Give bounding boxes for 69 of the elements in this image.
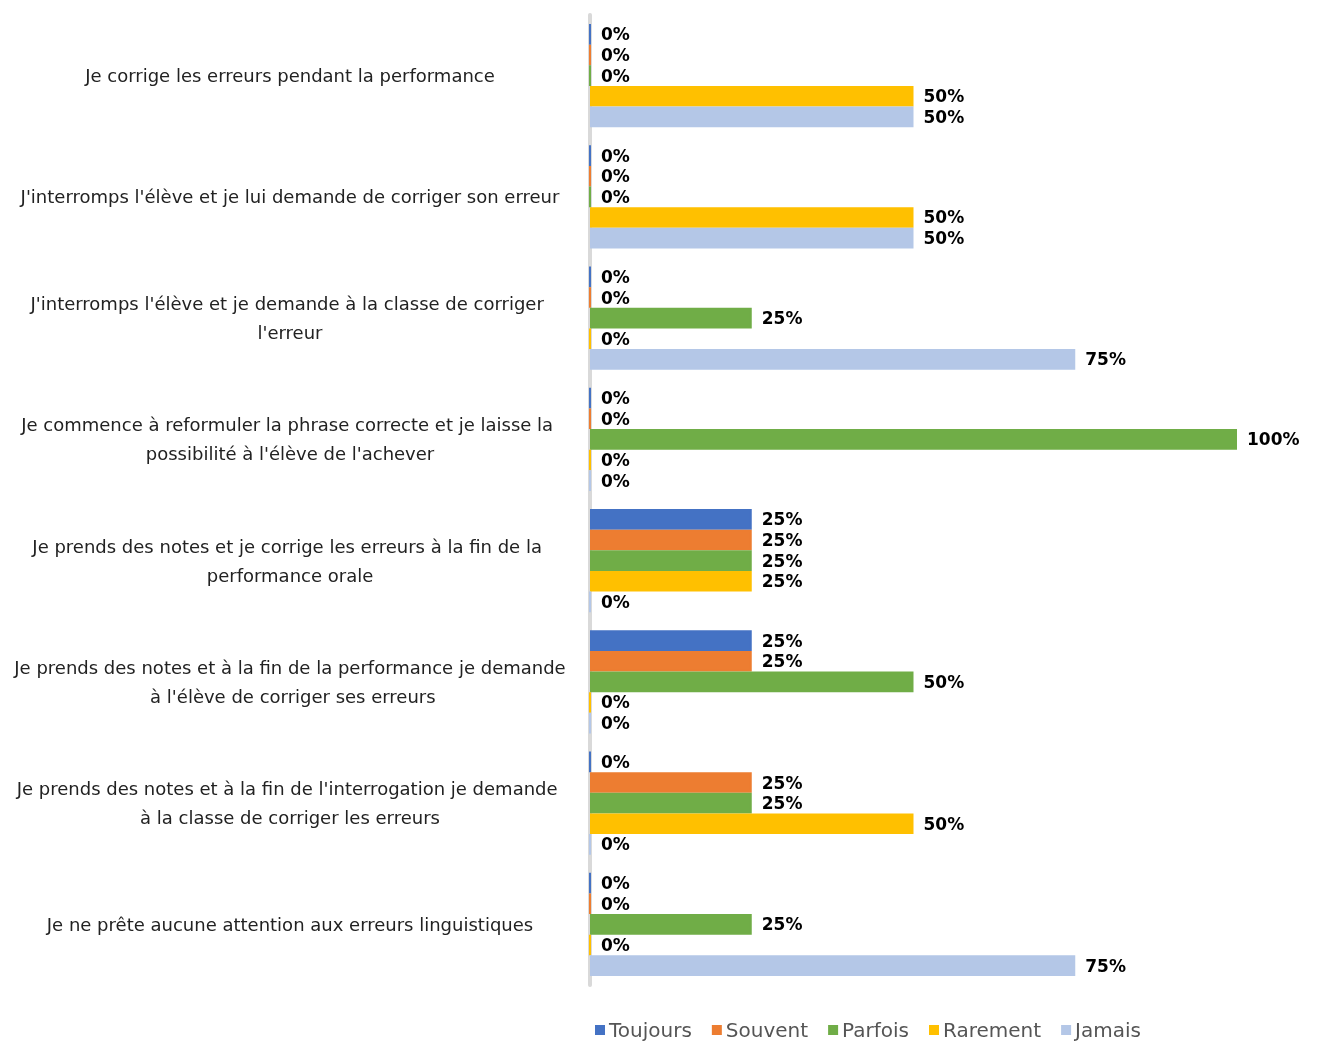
data-label: 0% bbox=[601, 145, 630, 166]
data-label: 25% bbox=[761, 772, 803, 793]
data-label: 0% bbox=[601, 65, 630, 86]
bar bbox=[590, 429, 1237, 450]
data-label: 0% bbox=[601, 470, 630, 491]
data-label: 0% bbox=[601, 449, 630, 470]
data-label: 0% bbox=[601, 408, 630, 429]
data-label: 50% bbox=[923, 207, 965, 228]
data-label: 25% bbox=[761, 630, 803, 651]
bar bbox=[590, 792, 752, 814]
y-tick-label: Je commence à reformuler la phrase correcte et je laisse la possibilité à l'élève de l'achever bbox=[20, 414, 559, 465]
bar bbox=[590, 955, 1076, 976]
data-label: 0% bbox=[601, 166, 630, 187]
data-label: 0% bbox=[601, 186, 630, 207]
y-tick-label: Je prends des notes et à la fin de la performance je demande à l'élève de corriger ses erreurs bbox=[13, 656, 566, 707]
bar bbox=[590, 529, 752, 551]
bar bbox=[590, 106, 914, 128]
data-label: 0% bbox=[601, 893, 630, 914]
bar bbox=[590, 650, 752, 672]
data-label: 50% bbox=[923, 106, 965, 127]
legend-label: Parfois bbox=[842, 1018, 910, 1042]
data-label: 0% bbox=[601, 266, 630, 287]
data-label: 0% bbox=[601, 591, 630, 612]
bar bbox=[590, 349, 1076, 370]
data-label: 25% bbox=[761, 550, 803, 571]
data-label: 0% bbox=[601, 713, 630, 734]
bar bbox=[590, 813, 914, 835]
data-label: 0% bbox=[601, 287, 630, 308]
data-label: 0% bbox=[601, 45, 630, 66]
bar bbox=[590, 914, 752, 935]
data-label: 25% bbox=[761, 571, 803, 592]
legend-label: Jamais bbox=[1073, 1018, 1141, 1042]
data-label: 25% bbox=[761, 530, 803, 551]
data-label: 0% bbox=[601, 934, 630, 955]
data-label: 0% bbox=[601, 873, 630, 894]
y-tick-label: Je corrige les erreurs pendant la performance bbox=[84, 65, 495, 87]
data-label: 25% bbox=[761, 914, 803, 935]
data-label: 25% bbox=[761, 509, 803, 530]
bar bbox=[590, 85, 914, 107]
data-label: 50% bbox=[923, 228, 965, 249]
data-label: 25% bbox=[761, 793, 803, 814]
legend-label: Toujours bbox=[608, 1018, 692, 1042]
data-label: 50% bbox=[923, 671, 965, 692]
data-label: 25% bbox=[761, 308, 803, 329]
data-label: 0% bbox=[601, 692, 630, 713]
data-label: 0% bbox=[601, 834, 630, 855]
data-label: 50% bbox=[923, 86, 965, 107]
bar bbox=[590, 227, 914, 249]
y-tick-label: J'interromps l'élève et je demande à la classe de corriger l'erreur bbox=[29, 293, 550, 344]
data-label: 75% bbox=[1085, 349, 1126, 370]
data-label: 0% bbox=[601, 388, 630, 409]
y-tick-label: Je prends des notes et à la fin de l'interrogation je demande à la classe de corriger les erreurs bbox=[15, 778, 564, 829]
bar bbox=[590, 550, 752, 571]
data-label: 75% bbox=[1085, 955, 1126, 976]
bar bbox=[590, 207, 914, 228]
y-tick-label: J'interromps l'élève et je lui demande de corriger son erreur bbox=[19, 186, 560, 208]
y-tick-label: Je prends des notes et je corrige les erreurs à la fin de la performance orale bbox=[31, 535, 548, 586]
legend-label: Souvent bbox=[725, 1018, 809, 1042]
data-label: 0% bbox=[601, 751, 630, 772]
y-tick-label: Je ne prête aucune attention aux erreurs linguistiques bbox=[45, 913, 534, 935]
data-label: 50% bbox=[923, 813, 965, 834]
data-label: 0% bbox=[601, 328, 630, 349]
bar bbox=[590, 671, 914, 693]
data-label: 100% bbox=[1247, 429, 1300, 450]
bar bbox=[590, 307, 752, 329]
bar bbox=[590, 570, 752, 592]
data-label: 0% bbox=[601, 24, 630, 45]
data-label: 25% bbox=[761, 651, 803, 672]
legend-label: Rarement bbox=[943, 1018, 1042, 1042]
